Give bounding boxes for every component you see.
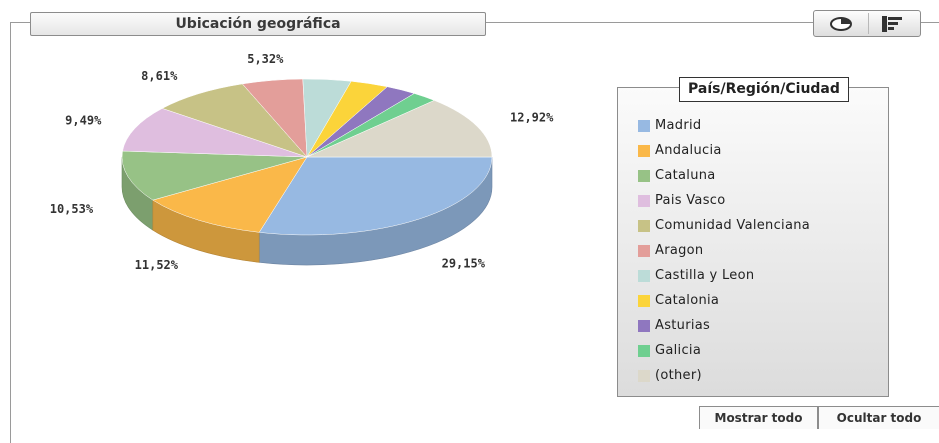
legend-label: Asturias: [655, 318, 711, 333]
data-label: 11,52%: [135, 258, 179, 272]
data-label: 10,53%: [50, 202, 94, 216]
pie-slice[interactable]: [161, 83, 308, 158]
data-label: 5,32%: [247, 52, 284, 66]
legend-item[interactable]: Galicia: [638, 338, 810, 363]
show-all-button[interactable]: Mostrar todo: [699, 406, 818, 429]
legend-item[interactable]: Pais Vasco: [638, 188, 810, 213]
legend-swatch: [638, 194, 650, 207]
hide-all-button[interactable]: Ocultar todo: [818, 406, 939, 429]
legend-swatch: [638, 119, 650, 132]
legend-item[interactable]: Madrid: [638, 113, 810, 138]
legend-item[interactable]: Catalonia: [638, 288, 810, 313]
legend-swatch: [638, 269, 650, 282]
legend-item[interactable]: Aragon: [638, 238, 810, 263]
legend-label: (other): [655, 368, 702, 383]
legend-title: País/Región/Ciudad: [679, 77, 849, 102]
legend-item[interactable]: Castilla y Leon: [638, 263, 810, 288]
legend: País/Región/Ciudad Madrid Andalucia Catalu…: [617, 77, 889, 397]
legend-swatch: [638, 144, 650, 157]
legend-item[interactable]: Comunidad Valenciana: [638, 213, 810, 238]
legend-item[interactable]: Cataluna: [638, 163, 810, 188]
legend-label: Comunidad Valenciana: [655, 218, 811, 233]
pie-slice[interactable]: [152, 156, 308, 233]
legend-label: Andalucia: [655, 143, 722, 158]
pie-slice[interactable]: [121, 150, 308, 201]
legend-label: Pais Vasco: [655, 193, 726, 208]
pie-slice[interactable]: [258, 156, 493, 236]
data-label: 8,61%: [141, 69, 178, 83]
legend-swatch: [638, 319, 650, 332]
data-label: 9,49%: [65, 113, 102, 127]
legend-list: Madrid Andalucia Cataluna Pais Vasco Comunid…: [638, 113, 810, 388]
legend-item[interactable]: Asturias: [638, 313, 810, 338]
widget-title: Ubicación geográfica: [30, 12, 486, 36]
legend-swatch: [638, 369, 650, 382]
legend-swatch: [638, 219, 650, 232]
pie-chart: 29,15% 11,52% 10,53% 9,49% 8,61% 5,32% 12,92%: [50, 52, 554, 272]
legend-swatch: [638, 244, 650, 257]
legend-item[interactable]: (other): [638, 363, 810, 388]
legend-swatch: [638, 294, 650, 307]
data-label: 29,15%: [442, 256, 486, 270]
legend-item[interactable]: Andalucia: [638, 138, 810, 163]
pie-chart-button[interactable]: [818, 13, 863, 34]
legend-swatch: [638, 344, 650, 357]
legend-label: Cataluna: [655, 168, 716, 183]
legend-label: Galicia: [655, 343, 702, 358]
pie-slice[interactable]: [306, 100, 493, 158]
bar-chart-button[interactable]: [868, 13, 914, 34]
chart-type-toolbar: [813, 10, 921, 37]
data-label: 12,92%: [510, 111, 554, 125]
pie-slice[interactable]: [122, 108, 308, 158]
legend-label: Catalonia: [655, 293, 720, 308]
bar-chart-icon: [881, 15, 902, 32]
legend-label: Castilla y Leon: [655, 268, 755, 283]
pie-chart-icon: [829, 16, 852, 31]
legend-label: Madrid: [655, 118, 702, 133]
legend-label: Aragon: [655, 243, 704, 258]
legend-swatch: [638, 169, 650, 182]
